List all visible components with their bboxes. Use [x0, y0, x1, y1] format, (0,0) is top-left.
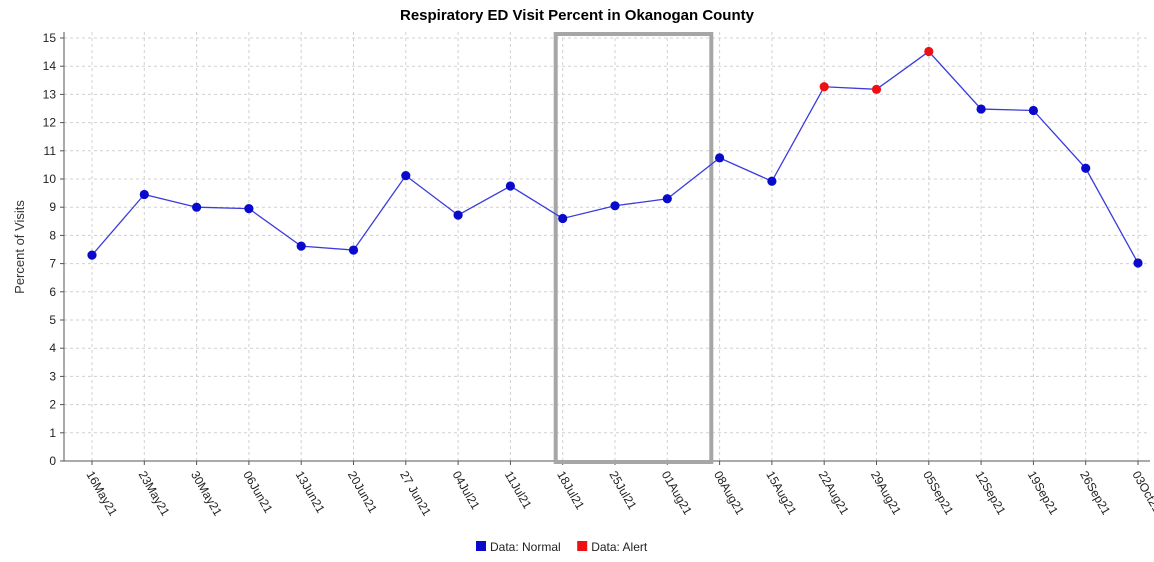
data-point-normal — [610, 201, 620, 211]
x-tick-label: 22Aug21 — [816, 469, 852, 518]
data-point-normal — [401, 171, 411, 181]
y-tick-label: 1 — [49, 426, 56, 440]
data-point-normal — [715, 153, 725, 163]
data-point-normal — [558, 213, 568, 224]
y-tick-label: 0 — [49, 454, 56, 468]
data-point-alert — [871, 84, 882, 94]
x-tick-label: 19Sep21 — [1025, 469, 1061, 518]
legend-label: Data: Alert — [591, 540, 648, 554]
y-tick-label: 10 — [43, 172, 57, 186]
data-point-normal — [1028, 105, 1038, 116]
y-tick-label: 8 — [49, 228, 56, 242]
x-tick-label: 25Jul21 — [606, 469, 639, 513]
x-tick-label: 05Sep21 — [920, 469, 956, 518]
data-point-normal — [296, 241, 306, 251]
y-tick-label: 11 — [44, 144, 57, 158]
x-tick-label: 27 Jun21 — [397, 469, 434, 519]
data-point-normal — [1133, 258, 1143, 268]
data-point-normal — [1081, 163, 1091, 173]
x-tick-label: 13Jun21 — [293, 469, 328, 516]
y-tick-label: 5 — [49, 313, 56, 327]
x-tick-label: 06Jun21 — [240, 469, 275, 516]
y-tick-label: 12 — [43, 116, 57, 130]
data-point-normal — [767, 176, 777, 186]
data-point-normal — [505, 181, 515, 191]
x-tick-label: 15Aug21 — [763, 469, 799, 518]
y-tick-label: 2 — [49, 398, 56, 412]
x-tick-label: 04Jul21 — [450, 469, 483, 513]
data-point-alert — [819, 82, 829, 92]
y-tick-label: 4 — [49, 341, 56, 355]
x-tick-label: 08Aug21 — [711, 469, 747, 518]
legend: Data: Normal Data: Alert — [476, 540, 648, 554]
y-tick-label: 14 — [43, 59, 57, 73]
x-tick-label: 20Jun21 — [345, 469, 380, 516]
series-normal-alert — [87, 46, 1143, 268]
y-tick-label: 3 — [49, 369, 56, 383]
legend-label: Data: Normal — [490, 540, 561, 554]
data-point-normal — [244, 204, 254, 214]
highlight-range — [553, 32, 714, 464]
x-tick-labels: 16May21 23May21 30May21 06Jun21 13Jun21 20Jun… — [83, 469, 1154, 519]
axes — [60, 32, 1150, 465]
data-point-normal — [348, 245, 359, 255]
y-tick-label: 9 — [49, 200, 56, 214]
x-tick-label: 18Jul21 — [554, 469, 587, 513]
x-tick-label: 11Jul21 — [502, 469, 535, 512]
data-point-normal — [87, 250, 97, 260]
y-tick-label: 7 — [49, 257, 56, 271]
x-tick-label: 03Oct21 — [1129, 469, 1154, 516]
y-tick-label: 13 — [43, 87, 57, 101]
x-tick-label: 12Sep21 — [973, 469, 1009, 518]
data-point-normal — [192, 202, 202, 212]
y-tick-label: 15 — [43, 31, 57, 45]
legend-swatch — [476, 541, 486, 551]
y-tick-label: 6 — [49, 285, 56, 299]
gridlines — [64, 32, 1150, 461]
data-point-alert — [924, 46, 934, 57]
x-tick-label: 26Sep21 — [1077, 469, 1113, 518]
data-point-normal — [453, 210, 463, 220]
x-tick-label: 29Aug21 — [868, 469, 904, 518]
x-tick-label: 30May21 — [188, 469, 225, 519]
data-point-normal — [662, 194, 672, 204]
x-tick-label: 16May21 — [83, 469, 120, 519]
x-tick-label: 23May21 — [136, 469, 173, 519]
highlight-box — [553, 32, 714, 464]
chart-title: Respiratory ED Visit Percent in Okanogan… — [400, 7, 755, 24]
legend-swatch — [577, 541, 588, 551]
x-tick-label: 01Aug21 — [659, 469, 695, 518]
y-axis-label: Percent of Visits — [12, 200, 27, 294]
data-point-normal — [976, 104, 986, 114]
data-point-normal — [139, 189, 149, 200]
